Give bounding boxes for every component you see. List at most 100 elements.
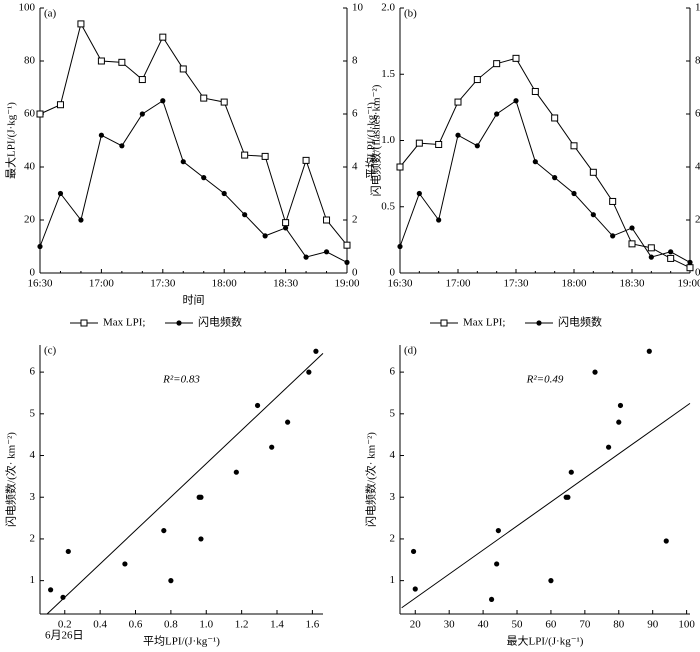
point: [663, 538, 669, 544]
marker: [628, 240, 636, 248]
series-line: [39, 99, 348, 263]
y-tick-label: 5: [390, 407, 396, 419]
y2-tick-label: 2: [695, 214, 700, 226]
marker: [589, 168, 597, 176]
marker: [242, 212, 248, 218]
y-axis-label: 闪电频数/(次· km⁻²): [4, 432, 18, 527]
marker: [138, 76, 146, 84]
x-tick-label: 0.8: [164, 619, 178, 631]
y-tick-label: 80: [24, 55, 36, 67]
marker: [647, 244, 655, 252]
marker: [648, 254, 654, 260]
y-tick-label: 1.5: [381, 68, 395, 80]
point: [495, 527, 501, 534]
point: [168, 578, 174, 584]
point: [60, 594, 66, 600]
point: [254, 402, 261, 409]
point: [198, 494, 204, 500]
marker: [397, 243, 403, 250]
x-tick-label: 0.6: [129, 619, 143, 631]
point: [568, 469, 574, 475]
x-tick-label: 18:00: [561, 278, 587, 290]
marker: [262, 233, 268, 239]
x-tick-label: 60: [545, 619, 557, 631]
y2-tick-label: 10: [695, 2, 700, 14]
marker: [513, 98, 519, 104]
y-tick-label: 100: [19, 2, 36, 14]
y-tick-label: 5: [30, 407, 36, 419]
x-tick-label: 0.4: [93, 619, 107, 631]
marker: [667, 254, 675, 262]
marker: [200, 94, 208, 102]
annotation: R²=0.49: [526, 374, 564, 386]
note: 6月26日: [45, 630, 84, 642]
y-tick-label: 1.0: [381, 134, 395, 146]
point: [313, 348, 319, 354]
marker: [139, 111, 145, 117]
y-axis-label: 闪电频数/(次· km⁻²): [364, 432, 378, 527]
x-tick-label: 17:00: [89, 278, 115, 290]
marker: [77, 20, 85, 28]
marker: [396, 163, 404, 171]
x-tick-label: 18:00: [212, 278, 238, 290]
y2-tick-label: 8: [695, 55, 700, 67]
series-line: [399, 99, 691, 263]
marker: [454, 98, 462, 106]
marker: [37, 243, 43, 250]
marker: [343, 241, 351, 249]
marker: [282, 219, 290, 227]
marker: [532, 159, 538, 165]
series-line: [39, 22, 348, 246]
marker: [415, 139, 423, 147]
panel-label: (d): [404, 345, 417, 357]
marker: [610, 233, 616, 239]
x-tick-label: 20: [410, 619, 422, 631]
marker: [180, 159, 186, 165]
y2-tick-label: 0: [695, 267, 700, 279]
panel-label: (b): [404, 8, 417, 20]
marker: [221, 190, 227, 197]
y-tick-label: 20: [24, 214, 36, 226]
marker: [609, 197, 617, 205]
y-tick-label: 3: [30, 491, 36, 503]
point: [161, 527, 167, 534]
legend-label: 闪电频数: [558, 315, 602, 329]
point: [269, 444, 275, 450]
x-tick-label: 19:00: [334, 278, 360, 290]
y-tick-label: 6: [30, 366, 36, 378]
marker: [536, 320, 542, 326]
y2-tick-label: 4: [695, 161, 700, 173]
x-tick-label: 70: [579, 619, 591, 631]
x-tick-label: 30: [444, 619, 456, 631]
fit-line: [46, 352, 324, 615]
marker: [57, 190, 64, 197]
series-line: [399, 57, 691, 269]
x-tick-label: 1.2: [235, 619, 249, 631]
marker: [323, 249, 330, 255]
marker: [119, 143, 125, 149]
x-tick-label: 18:30: [273, 278, 299, 290]
x-tick-label: 80: [613, 619, 625, 631]
y-tick-label: 2.0: [381, 2, 395, 14]
marker: [440, 319, 448, 327]
marker: [56, 101, 64, 109]
point: [548, 578, 554, 584]
x-tick-label: 100: [678, 619, 695, 631]
point: [48, 587, 54, 593]
point: [494, 561, 500, 567]
x-tick-label: 16:30: [27, 278, 53, 290]
y2-tick-label: 10: [352, 2, 364, 14]
y-tick-label: 2: [30, 532, 36, 544]
marker: [97, 57, 105, 65]
marker: [686, 264, 694, 272]
marker: [473, 76, 481, 84]
y2-tick-label: 8: [352, 55, 358, 67]
y-tick-label: 1: [390, 574, 396, 586]
marker: [435, 140, 443, 148]
x-tick-label: 17:00: [445, 278, 471, 290]
x-tick-label: 50: [512, 619, 524, 631]
marker: [512, 54, 520, 62]
marker: [160, 98, 166, 104]
x-tick-label: 18:30: [619, 278, 645, 290]
